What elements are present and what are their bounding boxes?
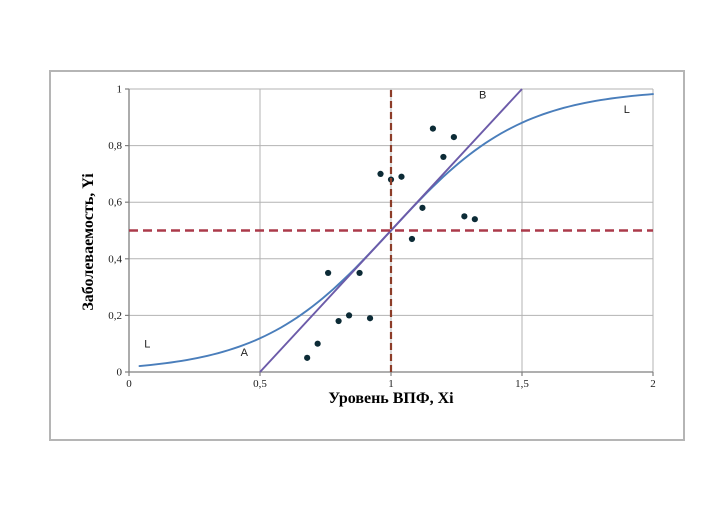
x-tick-label: 0,5: [253, 378, 267, 390]
data-point: [450, 134, 457, 141]
data-point: [377, 170, 384, 177]
data-point: [366, 315, 374, 322]
data-point: [304, 354, 311, 361]
x-tick-label: 0: [126, 378, 132, 390]
annotation-L: L: [144, 339, 150, 351]
data-point: [335, 317, 342, 325]
series-layer: [129, 88, 654, 373]
data-point: [461, 213, 468, 220]
scatter-chart: L A B L 0 0,5 1 1,5 2 0 0,2 0,4 0,6 0,8 1 Уровень ВПФ…: [80, 84, 656, 408]
data-point: [325, 269, 332, 277]
x-axis-title: Уровень ВПФ, Xi: [328, 390, 454, 407]
y-axis-title: Заболеваемость, Yi: [80, 173, 97, 311]
x-tick-label: 1: [388, 378, 394, 390]
x-tick-label: 2: [650, 378, 656, 390]
data-point: [471, 216, 478, 223]
data-point: [429, 125, 437, 132]
data-point: [419, 204, 426, 211]
data-point: [345, 312, 353, 319]
y-tick-label: 0,2: [108, 310, 122, 322]
data-point: [440, 153, 447, 161]
annotation-layer: L A B L: [144, 90, 630, 360]
data-point: [408, 235, 416, 243]
y-tick-label: 0,8: [108, 140, 122, 152]
x-tick-label: 1,5: [515, 378, 529, 390]
annotation-B: B: [479, 90, 486, 102]
data-point: [398, 173, 405, 180]
data-point: [314, 340, 321, 347]
annotation-A: A: [241, 347, 249, 359]
y-tick-label: 0: [117, 367, 123, 379]
y-tick-label: 1: [117, 84, 123, 96]
y-tick-label: 0,4: [108, 253, 122, 265]
chart-frame: L A B L 0 0,5 1 1,5 2 0 0,2 0,4 0,6 0,8 1 Уровень ВПФ…: [49, 70, 685, 441]
line-B: [259, 88, 523, 373]
tick-label-layer: 0 0,5 1 1,5 2 0 0,2 0,4 0,6 0,8 1: [108, 84, 656, 391]
annotation-L: L: [624, 104, 630, 116]
data-point: [356, 269, 363, 277]
y-tick-label: 0,6: [108, 197, 122, 209]
